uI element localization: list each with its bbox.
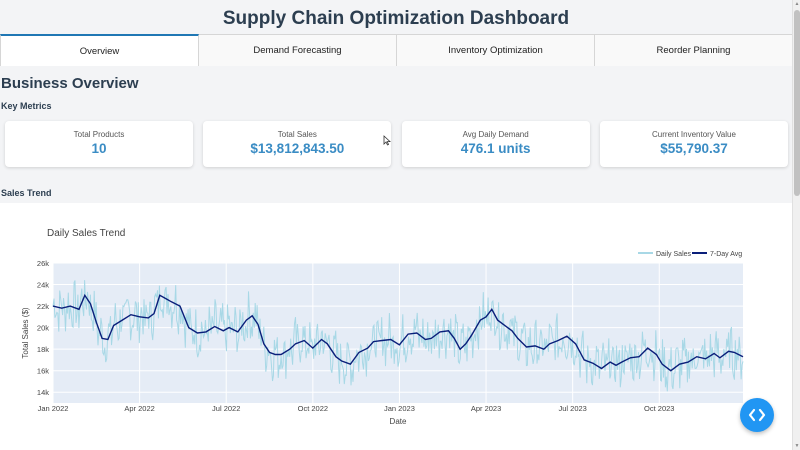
x-tick-label: Oct 2023 bbox=[644, 404, 674, 413]
chart-title: Daily Sales Trend bbox=[47, 228, 125, 239]
code-toggle-button[interactable] bbox=[740, 398, 774, 432]
page-scrollbar[interactable]: ▲ ▼ bbox=[792, 0, 800, 450]
y-axis-label: Total Sales ($) bbox=[21, 307, 30, 358]
metric-card-current-inventory-value: Current Inventory Value $55,790.37 bbox=[599, 121, 788, 167]
metric-cards: Total Products 10 Total Sales $13,812,84… bbox=[5, 121, 788, 167]
page-title: Supply Chain Optimization Dashboard bbox=[222, 8, 570, 29]
metric-value: $55,790.37 bbox=[660, 141, 728, 156]
metric-label: Total Products bbox=[73, 130, 125, 139]
metric-card-total-sales: Total Sales $13,812,843.50 bbox=[203, 121, 392, 167]
y-tick-label: 14k bbox=[37, 388, 49, 397]
metric-label: Current Inventory Value bbox=[652, 130, 736, 139]
daily-sales-trend-chart: 14k 16k 18k 20k 22k 24k 26k Jan 2022 Apr 2022 Jul… bbox=[21, 228, 744, 426]
legend-label-daily-sales: Daily Sales bbox=[656, 251, 692, 258]
tab-bar: Overview Demand Forecasting Inventory Op… bbox=[0, 34, 792, 66]
tab-overview[interactable]: Overview bbox=[0, 34, 199, 66]
scrollbar-thumb[interactable] bbox=[794, 10, 800, 196]
metric-value: $13,812,843.50 bbox=[250, 141, 345, 156]
section-heading-business-overview: Business Overview bbox=[1, 75, 139, 92]
x-axis-label: Date bbox=[390, 417, 407, 426]
tab-inventory-optimization[interactable]: Inventory Optimization bbox=[397, 34, 595, 66]
x-tick-label: Jan 2023 bbox=[384, 404, 415, 413]
y-tick-label: 26k bbox=[37, 259, 49, 268]
metric-card-total-products: Total Products 10 bbox=[5, 121, 193, 167]
y-tick-label: 16k bbox=[37, 367, 49, 376]
x-tick-label: Apr 2023 bbox=[471, 404, 501, 413]
mouse-cursor-icon bbox=[383, 135, 391, 146]
y-tick-label: 20k bbox=[37, 324, 49, 333]
x-tick-label: Jan 2022 bbox=[38, 404, 69, 413]
scroll-down-arrow-icon[interactable]: ▼ bbox=[794, 443, 800, 449]
metric-card-avg-daily-demand: Avg Daily Demand 476.1 units bbox=[401, 121, 590, 167]
metric-label: Total Sales bbox=[277, 130, 317, 139]
y-tick-label: 24k bbox=[37, 281, 49, 290]
legend-label-7-day-avg: 7-Day Avg bbox=[710, 251, 742, 258]
seven-day-avg-line bbox=[52, 293, 744, 372]
key-metrics-heading: Key Metrics bbox=[1, 101, 52, 111]
metric-label: Avg Daily Demand bbox=[462, 130, 529, 139]
y-tick-label: 22k bbox=[37, 302, 49, 311]
x-tick-label: Jul 2022 bbox=[212, 404, 240, 413]
code-brackets-icon bbox=[748, 408, 766, 422]
tab-demand-forecasting[interactable]: Demand Forecasting bbox=[199, 34, 397, 66]
tab-reorder-planning[interactable]: Reorder Planning bbox=[595, 34, 792, 66]
metric-value: 10 bbox=[91, 141, 107, 156]
y-tick-label: 18k bbox=[37, 345, 49, 354]
sales-trend-heading: Sales Trend bbox=[1, 188, 52, 198]
daily-sales-line bbox=[52, 280, 744, 392]
metric-value: 476.1 units bbox=[460, 141, 531, 156]
x-tick-label: Apr 2022 bbox=[124, 404, 154, 413]
x-tick-label: Jul 2023 bbox=[558, 404, 586, 413]
plot-area bbox=[53, 263, 743, 403]
scroll-up-arrow-icon[interactable]: ▲ bbox=[794, 1, 800, 7]
sales-trend-chart-panel: 14k 16k 18k 20k 22k 24k 26k Jan 2022 Apr 2022 Jul… bbox=[0, 203, 792, 450]
x-tick-label: Oct 2022 bbox=[298, 404, 328, 413]
